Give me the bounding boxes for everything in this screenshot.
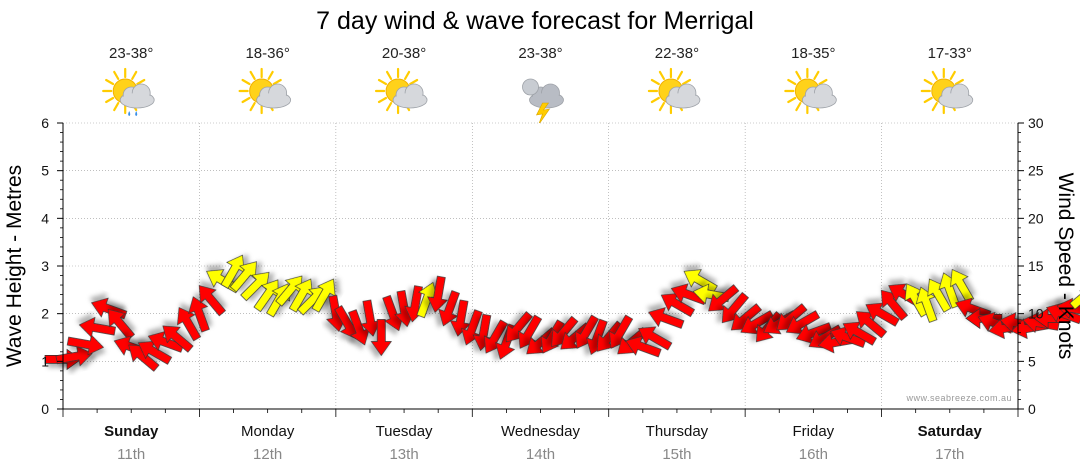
sun-cloud-icon [920,67,974,115]
temperature-range: 23-38° [518,45,562,62]
wind-arrow [162,325,194,353]
wind-arrow [128,344,160,372]
chart-title: 7 day wind & wave forecast for Merrigal [316,7,754,35]
wind-arrow [740,310,775,335]
day-name-label: Tuesday [376,423,433,440]
wind-arrow [842,321,877,346]
day-name-label: Wednesday [501,423,580,440]
y-left-tick-label: 3 [41,258,49,274]
temperature-range: 20-38° [382,45,426,62]
day-date-label: 14th [526,446,555,463]
wind-arrow [785,310,821,335]
day-name-label: Friday [793,423,835,440]
temperature-range: 22-38° [655,45,699,62]
wind-arrow [638,326,673,351]
chart-axes: 0 1 2 3 4 5 6 0 5 10 15 20 25 30 [41,115,1044,417]
sun-cloud-icon [784,67,837,115]
day-date-label: 13th [389,446,418,463]
wind-arrow [229,261,257,293]
wind-arrow [360,299,382,337]
wind-arrow [950,268,975,304]
y-right-tick-label: 0 [1028,401,1036,417]
day-date-label: 12th [253,446,282,463]
y-axis-left-title: Wave Height - Metres [3,165,26,367]
wind-arrow [137,340,173,365]
day-labels: Sunday 11th Monday 12th Tuesday 13th Wednesday… [104,423,982,463]
sun-cloud-icon [238,67,292,115]
y-right-tick-label: 20 [1028,210,1044,226]
wind-arrow [370,319,392,357]
wind-arrow [311,278,336,313]
wind-arrow [438,290,460,327]
wind-arrow [855,311,888,339]
wind-arrow [625,335,662,358]
wind-arrow [683,269,718,294]
day-date-label: 17th [935,446,964,463]
y-axis-right-title: Wind Speed - Knots [1054,173,1077,360]
wind-arrow [177,307,202,342]
wind-arrow [348,309,370,346]
wind-arrow [1069,282,1080,310]
y-right-tick-label: 30 [1028,115,1044,131]
y-right-tick-label: 5 [1028,353,1036,369]
wind-arrow [708,284,740,312]
y-left-tick-label: 4 [41,210,49,226]
y-left-tick-label: 2 [41,306,49,322]
y-right-tick-label: 25 [1028,163,1044,179]
wind-arrow [880,289,909,321]
wind-arrow [55,345,93,367]
wind-arrow [927,278,952,313]
day-date-label: 16th [799,446,828,463]
wind-arrow [78,316,116,338]
day-date-label: 15th [662,446,691,463]
y-left-tick-label: 1 [41,353,49,369]
watermark: www.seabreeze.com.au [905,393,1012,403]
temperature-range: 18-36° [245,45,289,62]
y-left-tick-label: 5 [41,163,49,179]
y-right-tick-label: 10 [1028,306,1044,322]
y-left-tick-label: 0 [41,401,49,417]
wind-arrow [427,275,449,313]
day-name-label: Monday [241,423,295,440]
wind-arrow [240,271,270,302]
temperature-range: 17-33° [928,45,972,62]
day-date-label: 11th [117,446,145,463]
wind-arrow [865,302,900,327]
daily-weather-row: 23-38° 18-36° 20-38° 23-38° 22-38° 18-35° 17-3… [102,45,974,126]
temperature-range: 23-38° [109,45,153,62]
sun-cloud-rain-icon [102,67,155,116]
sun-cloud-icon [647,67,701,115]
wind-arrows [44,254,1080,372]
wind-arrow [449,299,471,337]
temperature-range: 18-35° [791,45,835,62]
wind-arrow [795,322,833,344]
wind-arrow [198,285,226,317]
day-name-label: Thursday [646,423,709,440]
day-name-label: Saturday [918,423,983,440]
y-right-tick-label: 15 [1028,258,1044,274]
day-name-label: Sunday [104,423,159,440]
sun-cloud-icon [374,67,428,115]
wind-arrow [955,297,992,320]
wind-arrow [107,308,135,341]
y-left-tick-label: 6 [41,115,49,131]
wind-arrow [66,334,105,356]
thunderstorm-icon [522,78,564,126]
wind-arrow [648,307,685,329]
wind-arrow [220,254,245,289]
wind-arrow [660,293,695,318]
